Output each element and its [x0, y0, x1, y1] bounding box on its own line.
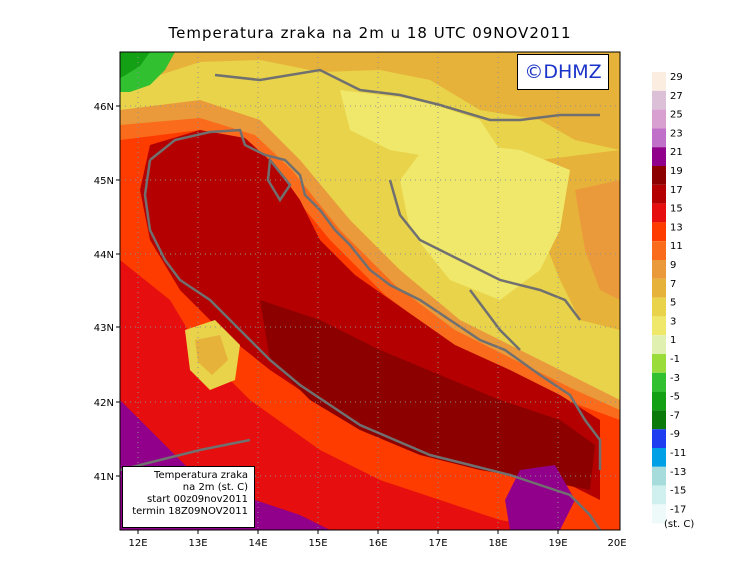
legend-swatch: [652, 354, 666, 373]
legend-swatch: [652, 184, 666, 204]
lon-label-13e: 13E: [188, 538, 207, 549]
legend-swatch: [652, 448, 666, 467]
info-box: Temperatura zraka na 2m (st. C) start 00…: [122, 466, 255, 528]
legend-swatch: [652, 109, 666, 129]
legend-swatch: [652, 391, 666, 411]
dhmz-copyright: ©DHMZ: [517, 54, 609, 90]
legend-label: 11: [670, 241, 683, 252]
legend-swatch: [652, 485, 666, 505]
legend-swatch: [652, 241, 666, 260]
legend-label: 23: [670, 128, 683, 139]
map-frame: [119, 51, 621, 531]
legend-label: -1: [670, 354, 680, 365]
lon-label-14e: 14E: [248, 538, 267, 549]
legend-swatch: [652, 222, 666, 242]
legend-label: 1: [670, 335, 676, 346]
legend-swatch: [652, 128, 666, 148]
lon-label-20e: 20E: [607, 538, 626, 549]
info-line-2: na 2m (st. C): [182, 482, 248, 493]
legend-label: 27: [670, 91, 683, 102]
legend-label: 17: [670, 185, 683, 196]
temperature-field: [120, 52, 620, 530]
legend-label: 3: [670, 316, 676, 327]
legend-unit: (st. C): [664, 519, 695, 530]
legend-label: 19: [670, 166, 683, 177]
legend-swatch: [652, 90, 666, 110]
legend-label: 25: [670, 110, 683, 121]
legend-swatch: [652, 278, 666, 298]
legend-swatch: [652, 147, 666, 166]
info-line-3: start 00z09nov2011: [147, 494, 248, 505]
legend-label: -7: [670, 410, 680, 421]
legend-label: 13: [670, 222, 683, 233]
info-line-1: Temperatura zraka: [154, 470, 248, 481]
lat-label-43n: 43N: [94, 323, 114, 334]
legend-label: 15: [670, 204, 683, 215]
legend-swatch: [652, 504, 666, 524]
legend-label: -5: [670, 392, 680, 403]
legend-label: -13: [670, 467, 686, 478]
legend-label: -15: [670, 486, 686, 497]
lon-label-17e: 17E: [428, 538, 447, 549]
map-title: Temperatura zraka na 2m u 18 UTC 09NOV20…: [168, 24, 572, 42]
lat-label-45n: 45N: [94, 176, 114, 187]
legend-label: 7: [670, 279, 676, 290]
legend-swatch: [652, 297, 666, 317]
info-line-4: termin 18Z09NOV2011: [132, 506, 248, 517]
legend-swatch: [652, 410, 666, 430]
lat-label-44n: 44N: [94, 250, 114, 261]
lon-label-18e: 18E: [488, 538, 507, 549]
lon-label-16e: 16E: [368, 538, 387, 549]
graticule: [120, 52, 620, 530]
legend-label: 5: [670, 298, 676, 309]
lat-label-41n: 41N: [94, 472, 114, 483]
legend-swatch: [652, 166, 666, 185]
legend-label: 9: [670, 260, 676, 271]
coastlines: [120, 68, 602, 530]
lat-axis: [116, 105, 120, 477]
legend-swatch: [652, 316, 666, 336]
lat-label-42n: 42N: [94, 398, 114, 409]
legend-swatch: [652, 335, 666, 354]
lat-label-46n: 46N: [94, 102, 114, 113]
legend-label: 29: [670, 72, 683, 83]
legend-swatch: [652, 203, 666, 223]
legend-swatch: [652, 466, 666, 486]
legend-label: -9: [670, 429, 680, 440]
legend-swatch: [652, 72, 666, 91]
legend-label: 21: [670, 147, 683, 158]
color-legend: 29 27 25 23 21 19 17 15 13 11 9 7 5 3 1 -1 -3 -5 -7 -9 -11 -1…: [652, 72, 686, 524]
lon-label-12e: 12E: [128, 538, 147, 549]
legend-label: -3: [670, 373, 680, 384]
legend-label: -11: [670, 448, 686, 459]
legend-swatch: [652, 429, 666, 448]
lon-label-19e: 19E: [548, 538, 567, 549]
legend-swatch: [652, 372, 666, 392]
lon-label-15e: 15E: [308, 538, 327, 549]
legend-swatch: [652, 260, 666, 279]
legend-label: -17: [670, 504, 686, 515]
lon-axis: [137, 530, 559, 534]
